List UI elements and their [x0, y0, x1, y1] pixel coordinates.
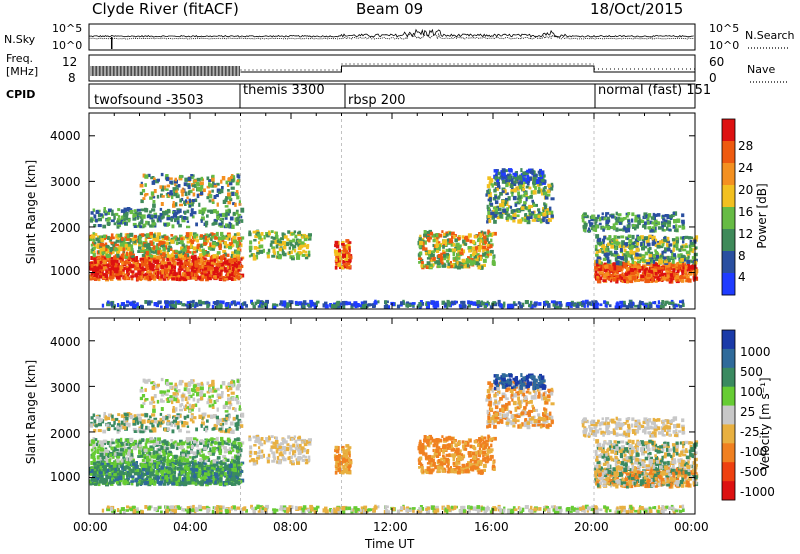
velocity-heatmap	[89, 318, 699, 515]
power-colorbar-segment	[722, 185, 735, 208]
power-colorbar	[721, 118, 736, 296]
freq-unit-label: [MHz]	[6, 65, 39, 78]
freq-tick-top: 12	[62, 55, 78, 69]
freq-line	[240, 65, 695, 73]
velocity-colorbar-segment	[722, 367, 735, 387]
nave-line	[240, 63, 695, 71]
power-cbar-tick-16: 16	[738, 205, 754, 219]
freq-trace	[90, 63, 695, 76]
vel-cbar-tick-minus1000: -1000	[740, 485, 775, 499]
power-colorbar-segment	[722, 119, 735, 142]
vel-cbar-tick-1000: 1000	[740, 345, 771, 359]
cpid-segment-3: normal (fast) 151	[598, 83, 712, 98]
velocity-ytick-3000: 3000	[50, 381, 81, 395]
x-axis-label: Time UT	[365, 537, 415, 551]
velocity-colorbar-segment	[722, 330, 735, 350]
xtick-6: 00:00	[674, 520, 709, 534]
date-title: 18/Oct/2015	[590, 0, 684, 18]
cpid-label: CPID	[6, 88, 36, 101]
nave-label: Nave	[747, 63, 776, 76]
xtick-1: 04:00	[173, 520, 208, 534]
power-cbar-tick-24: 24	[738, 161, 754, 175]
vel-cbar-tick-500: 500	[740, 365, 763, 379]
power-colorbar-segment	[722, 251, 735, 274]
power-cbar-tick-4: 4	[738, 270, 746, 284]
vel-cbar-tick-25: 25	[740, 405, 756, 419]
velocity-colorbar-segment	[722, 348, 735, 369]
power-heatmap	[89, 113, 699, 310]
cpid-panel-frame	[88, 83, 696, 109]
nsearch-label: N.Search	[745, 29, 795, 42]
velocity-axis-ticks	[88, 318, 696, 514]
power-cbar-tick-12: 12	[738, 227, 754, 241]
nsky-trace	[88, 28, 694, 49]
power-cbar-tick-20: 20	[738, 183, 754, 197]
vel-cbar-tick-minus25: -25	[740, 425, 760, 439]
nsearch-tick-bottom: 10^0	[709, 39, 740, 52]
xtick-3: 12:00	[373, 520, 408, 534]
freq-label: Freq.	[6, 52, 34, 65]
vel-cbar-tick-minus100: -100	[740, 445, 768, 459]
cpid-segment-2: rbsp 200	[348, 93, 406, 108]
power-cbar-tick-28: 28	[738, 139, 754, 153]
velocity-ytick-2000: 2000	[50, 427, 81, 441]
vel-cbar-tick-minus500: -500	[740, 465, 768, 479]
nsky-tick-top: 10^5	[52, 22, 83, 35]
velocity-colorbar-segment	[722, 405, 735, 425]
power-axis-ticks	[88, 113, 696, 309]
nsearch-tick-top: 10^5	[709, 22, 740, 35]
velocity-ytick-1000: 1000	[50, 470, 81, 484]
freq-dense-block	[90, 66, 240, 76]
power-ytick-2000: 2000	[50, 221, 81, 235]
velocity-colorbar-segment	[722, 386, 735, 406]
velocity-ytick-4000: 4000	[50, 335, 81, 349]
velocity-colorbar-segment	[722, 462, 735, 482]
velocity-colorbar	[721, 329, 736, 501]
power-colorbar-segment	[722, 141, 735, 164]
power-colorbar-segment	[722, 163, 735, 186]
power-colorbar-segment	[722, 273, 735, 296]
station-title: Clyde River (fitACF)	[92, 0, 239, 18]
xtick-2: 08:00	[273, 520, 308, 534]
nave-tick-top: 60	[709, 55, 725, 69]
velocity-colorbar-segment	[722, 443, 735, 463]
nsky-line	[88, 28, 694, 38]
xtick-4: 16:00	[474, 520, 509, 534]
power-colorbar-segment	[722, 207, 735, 230]
power-ytick-3000: 3000	[50, 175, 81, 189]
xtick-0: 00:00	[73, 520, 108, 534]
velocity-colorbar-segment	[722, 424, 735, 444]
cpid-segment-0: twofsound -3503	[94, 93, 204, 108]
freq-panel-frame	[88, 54, 696, 82]
power-colorbar-segment	[722, 229, 735, 252]
vel-cbar-tick-100: 100	[740, 385, 763, 399]
velocity-colorbar-segment	[722, 481, 735, 501]
nsky-tick-bottom: 10^0	[52, 39, 83, 52]
nave-tick-bottom: 0	[709, 71, 717, 85]
xtick-5: 20:00	[574, 520, 609, 534]
cpid-segment-1: themis 3300	[243, 83, 325, 98]
freq-tick-bottom: 8	[68, 71, 76, 85]
power-ytick-4000: 4000	[50, 129, 81, 143]
beam-title: Beam 09	[356, 0, 424, 18]
power-ytick-1000: 1000	[50, 264, 81, 278]
nsearch-line	[88, 32, 694, 41]
power-cbar-tick-8: 8	[738, 249, 746, 263]
nsky-label: N.Sky	[4, 33, 36, 46]
